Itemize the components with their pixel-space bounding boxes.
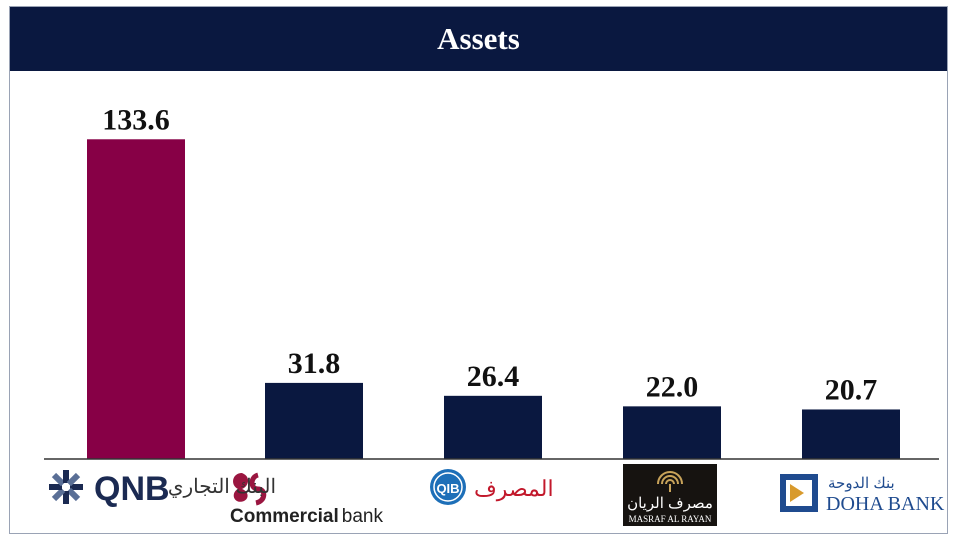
value-label-1: 31.8 xyxy=(288,347,341,380)
value-label-2: 26.4 xyxy=(467,360,520,393)
chart-header: Assets xyxy=(10,7,947,71)
value-labels-group: 133.6 31.8 26.4 22.0 20.7 xyxy=(102,103,877,406)
bar-4 xyxy=(802,409,900,459)
doha-arabic-text: بنك الدوحة xyxy=(828,475,895,492)
qib-badge-icon: QIB xyxy=(430,469,466,505)
bars-group xyxy=(87,139,900,459)
logo-qnb: QNB xyxy=(49,470,170,508)
logo-masraf-al-rayan: مصرف الريان MASRAF AL RAYAN xyxy=(623,464,717,526)
logo-doha-bank: بنك الدوحة DOHA BANK xyxy=(780,474,945,515)
value-label-3: 22.0 xyxy=(646,370,699,403)
header-background xyxy=(10,7,947,71)
commercial-english-text: Commercial bank xyxy=(230,506,383,527)
rayan-english-text: MASRAF AL RAYAN xyxy=(629,514,712,524)
bar-3 xyxy=(623,406,721,459)
qnb-logo-text: QNB xyxy=(94,470,170,508)
logo-commercial-bank: البنك التجاري Commercial bank xyxy=(168,472,383,527)
qib-badge-text: QIB xyxy=(436,481,459,496)
logo-qib: QIB المصرف xyxy=(430,469,554,505)
commercial-swirl-icon xyxy=(233,472,267,506)
bar-1 xyxy=(265,382,363,459)
qib-arabic-text: المصرف xyxy=(474,476,554,502)
commercial-arabic-text: البنك التجاري xyxy=(168,476,276,498)
value-label-4: 20.7 xyxy=(825,373,878,406)
bar-0 xyxy=(87,139,185,459)
chart-title: Assets xyxy=(437,21,520,56)
bar-2 xyxy=(444,395,542,459)
qnb-star-icon xyxy=(49,470,83,504)
doha-square-icon xyxy=(780,474,818,512)
doha-english-text: DOHA BANK xyxy=(826,493,945,515)
rayan-arcs-icon xyxy=(657,471,683,492)
rayan-arabic-text: مصرف الريان xyxy=(627,495,713,512)
rayan-background xyxy=(623,464,717,526)
value-label-0: 133.6 xyxy=(102,103,170,136)
